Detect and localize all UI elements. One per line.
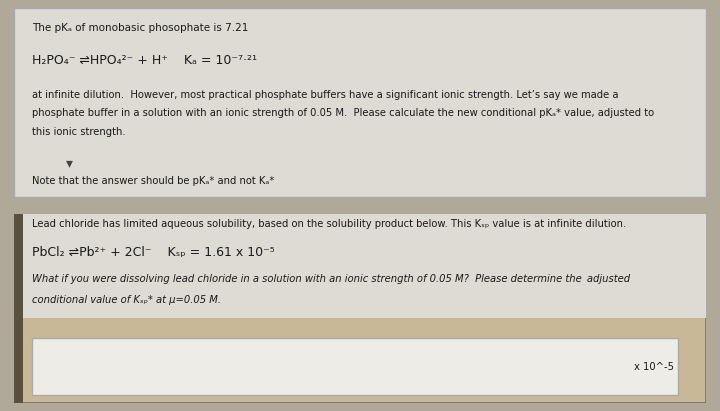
Text: H₂PO₄⁻ ⇌HPO₄²⁻ + H⁺    Kₐ = 10⁻⁷·²¹: H₂PO₄⁻ ⇌HPO₄²⁻ + H⁺ Kₐ = 10⁻⁷·²¹ <box>32 53 257 67</box>
Bar <box>23 214 706 318</box>
Bar <box>14 214 706 318</box>
Bar <box>32 339 678 395</box>
Text: ▾: ▾ <box>66 156 73 170</box>
Text: Lead chloride has limited aqueous solubility, based on the solubility product be: Lead chloride has limited aqueous solubi… <box>32 219 626 229</box>
Text: at infinite dilution.  However, most practical phosphate buffers have a signific: at infinite dilution. However, most prac… <box>32 90 618 99</box>
Bar <box>14 343 706 352</box>
Bar <box>14 377 706 386</box>
Bar <box>14 318 706 326</box>
Text: conditional value of Kₛₚ* at μ=0.05 M.: conditional value of Kₛₚ* at μ=0.05 M. <box>32 295 220 305</box>
Text: Note that the answer should be pKₐ* and not Kₐ*: Note that the answer should be pKₐ* and … <box>32 176 274 187</box>
Bar <box>14 394 706 403</box>
Text: The pKₐ of monobasic phosophate is 7.21: The pKₐ of monobasic phosophate is 7.21 <box>32 23 248 33</box>
Text: this ionic strength.: this ionic strength. <box>32 127 125 137</box>
Bar <box>14 360 706 369</box>
Bar <box>14 326 706 335</box>
Text: phosphate buffer in a solution with an ionic strength of 0.05 M.  Please calcula: phosphate buffer in a solution with an i… <box>32 109 654 118</box>
Bar <box>14 214 23 403</box>
Bar <box>14 335 706 343</box>
Text: What if you were dissolving lead chloride in a solution with an ionic strength o: What if you were dissolving lead chlorid… <box>32 274 630 284</box>
Bar <box>14 352 706 360</box>
Bar <box>14 386 706 394</box>
Bar <box>14 369 706 377</box>
Text: x 10^-5: x 10^-5 <box>634 362 675 372</box>
Text: PbCl₂ ⇌Pb²⁺ + 2Cl⁻    Kₛₚ = 1.61 x 10⁻⁵: PbCl₂ ⇌Pb²⁺ + 2Cl⁻ Kₛₚ = 1.61 x 10⁻⁵ <box>32 246 274 259</box>
